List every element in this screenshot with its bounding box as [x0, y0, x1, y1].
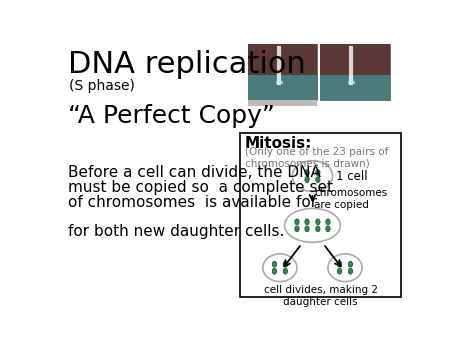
- Ellipse shape: [295, 226, 299, 232]
- Ellipse shape: [272, 268, 277, 274]
- Bar: [248, 100, 317, 106]
- Ellipse shape: [348, 261, 352, 267]
- Ellipse shape: [326, 219, 330, 225]
- Bar: [320, 44, 390, 100]
- Text: Before a cell can divide, the DNA: Before a cell can divide, the DNA: [68, 165, 321, 180]
- Ellipse shape: [272, 261, 277, 267]
- Ellipse shape: [295, 219, 299, 225]
- Ellipse shape: [305, 177, 309, 183]
- Text: Mitosis:: Mitosis:: [245, 136, 312, 151]
- Text: DNA replication: DNA replication: [68, 50, 306, 79]
- Text: 1 cell: 1 cell: [336, 170, 367, 183]
- Ellipse shape: [316, 177, 320, 183]
- Text: chromosomes
are copied: chromosomes are copied: [314, 188, 387, 210]
- Ellipse shape: [326, 226, 330, 232]
- Text: “A Perfect Copy”: “A Perfect Copy”: [68, 104, 275, 128]
- Ellipse shape: [348, 268, 352, 274]
- Bar: [240, 133, 401, 297]
- Ellipse shape: [316, 226, 320, 232]
- Bar: [248, 44, 317, 100]
- Ellipse shape: [305, 170, 309, 175]
- Ellipse shape: [305, 226, 309, 232]
- Ellipse shape: [338, 268, 342, 274]
- Bar: [248, 75, 317, 100]
- Text: of chromosomes  is available for: of chromosomes is available for: [68, 195, 317, 210]
- Ellipse shape: [283, 268, 288, 274]
- Ellipse shape: [305, 219, 309, 225]
- Bar: [320, 75, 390, 100]
- Bar: [320, 44, 390, 75]
- Bar: [248, 44, 317, 75]
- Text: cell divides, making 2
daughter cells: cell divides, making 2 daughter cells: [264, 285, 378, 307]
- Text: (S phase): (S phase): [69, 79, 135, 93]
- Ellipse shape: [316, 219, 320, 225]
- Text: for both new daughter cells.: for both new daughter cells.: [68, 224, 284, 239]
- Text: must be copied so  a complete set: must be copied so a complete set: [68, 180, 333, 195]
- Ellipse shape: [338, 261, 342, 267]
- Ellipse shape: [316, 170, 320, 175]
- Ellipse shape: [283, 261, 288, 267]
- Text: (Only one of the 23 pairs of
chromosomes is drawn): (Only one of the 23 pairs of chromosomes…: [245, 147, 388, 169]
